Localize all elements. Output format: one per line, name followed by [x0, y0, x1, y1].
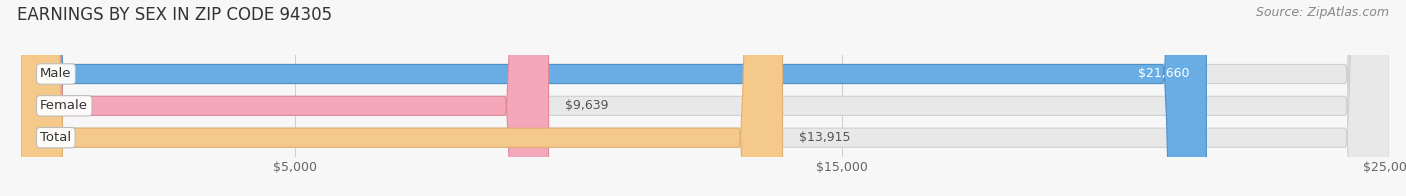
Text: $21,660: $21,660 [1139, 67, 1189, 81]
Text: $13,915: $13,915 [799, 131, 851, 144]
FancyBboxPatch shape [21, 0, 548, 196]
FancyBboxPatch shape [21, 0, 1389, 196]
Text: Total: Total [41, 131, 72, 144]
Text: Source: ZipAtlas.com: Source: ZipAtlas.com [1256, 6, 1389, 19]
Text: $9,639: $9,639 [565, 99, 609, 112]
Text: EARNINGS BY SEX IN ZIP CODE 94305: EARNINGS BY SEX IN ZIP CODE 94305 [17, 6, 332, 24]
FancyBboxPatch shape [21, 0, 1206, 196]
FancyBboxPatch shape [21, 0, 783, 196]
Text: Male: Male [41, 67, 72, 81]
Text: Female: Female [41, 99, 89, 112]
FancyBboxPatch shape [21, 0, 1389, 196]
FancyBboxPatch shape [21, 0, 1389, 196]
